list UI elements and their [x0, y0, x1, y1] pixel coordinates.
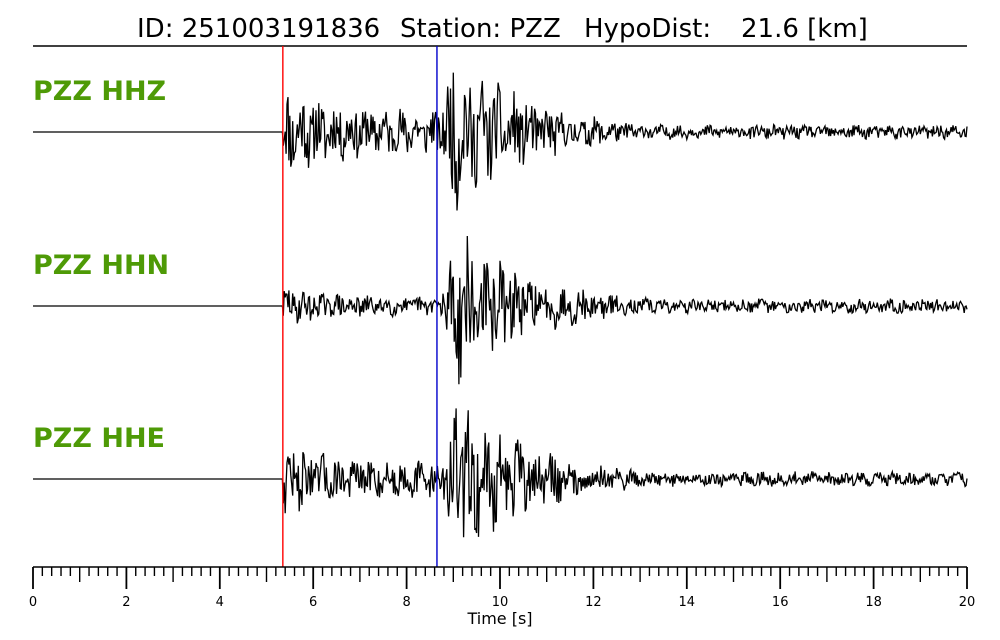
figure-title: ID: 251003191836 Station: PZZ HypoDist: … [137, 14, 868, 44]
x-tick-label: 2 [122, 595, 130, 610]
x-tick-label: 6 [309, 595, 317, 610]
x-axis-label: Time [s] [466, 609, 532, 628]
x-tick-label: 18 [865, 595, 882, 610]
x-tick-label: 0 [29, 595, 37, 610]
x-tick-label: 12 [585, 595, 602, 610]
waveform-pzz-hhe [33, 408, 968, 538]
station-text: Station: PZZ [400, 14, 561, 44]
waveform-traces [33, 72, 968, 538]
hypodist-label: HypoDist: [584, 14, 711, 44]
event-id-text: ID: 251003191836 [137, 14, 380, 44]
x-tick-label: 16 [772, 595, 789, 610]
x-tick-label: 8 [402, 595, 410, 610]
trace-label-hhe: PZZ HHE [33, 423, 165, 454]
trace-label-hhz: PZZ HHZ [33, 76, 166, 107]
phase-picks [282, 46, 438, 567]
x-tick-label: 10 [492, 595, 509, 610]
x-tick-label: 14 [679, 595, 696, 610]
x-tick-label: 4 [216, 595, 224, 610]
waveform-pzz-hhz [33, 72, 968, 211]
trace-label-hhn: PZZ HHN [33, 250, 169, 281]
waveform-pzz-hhn [33, 235, 968, 385]
time-axis: 0 2 4 6 8 10 12 14 16 18 20 [29, 566, 976, 610]
x-tick-label: 20 [959, 595, 976, 610]
hypodist-value: 21.6 [km] [741, 14, 868, 44]
